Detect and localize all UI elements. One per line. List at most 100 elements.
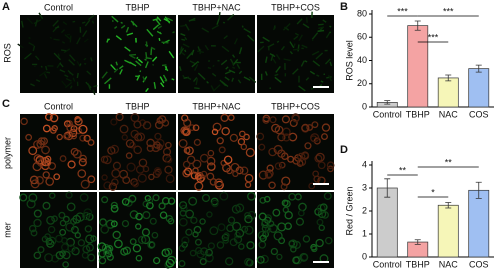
- cell: [149, 217, 157, 225]
- cell: [277, 133, 286, 142]
- fiber: [125, 26, 130, 33]
- cell: [46, 215, 56, 225]
- fiber: [57, 53, 60, 57]
- fiber: [86, 70, 92, 76]
- fiber: [212, 64, 215, 68]
- fiber: [238, 47, 243, 55]
- cell: [45, 177, 55, 186]
- cell: [135, 212, 143, 221]
- fiber: [157, 25, 163, 29]
- cell: [199, 218, 206, 225]
- cell: [148, 173, 155, 181]
- micrograph: [20, 113, 97, 190]
- fiber: [305, 17, 308, 23]
- cell: [70, 132, 78, 140]
- column-label: TBHP+COS: [271, 101, 320, 111]
- bar: [376, 187, 398, 258]
- error-bar: [475, 181, 482, 199]
- fiber: [38, 70, 47, 77]
- fiber: [40, 65, 43, 68]
- cell: [151, 231, 159, 239]
- cell: [165, 214, 174, 223]
- fiber: [225, 66, 229, 70]
- cell: [152, 194, 160, 202]
- fiber: [184, 23, 190, 31]
- cell: [165, 156, 173, 164]
- cell: [211, 128, 219, 136]
- fiber: [180, 33, 186, 37]
- fiber: [193, 76, 198, 82]
- cell: [274, 162, 283, 170]
- micrograph: [256, 113, 335, 191]
- cell: [185, 228, 193, 236]
- cell: [281, 199, 289, 207]
- cell: [130, 113, 140, 123]
- cell: [204, 253, 214, 263]
- fiber: [180, 46, 183, 51]
- cell: [33, 251, 42, 260]
- cell: [239, 166, 249, 175]
- bar: [437, 77, 459, 108]
- fiber: [54, 26, 60, 29]
- cell: [193, 225, 202, 234]
- cell: [264, 226, 272, 233]
- fiber: [120, 21, 123, 24]
- cell: [153, 257, 161, 265]
- row-label: polymer: [2, 137, 12, 169]
- fiber: [274, 73, 279, 77]
- cell: [194, 172, 202, 180]
- fiber: [150, 48, 153, 56]
- cell: [44, 155, 52, 163]
- fiber: [210, 85, 215, 91]
- cell: [87, 175, 96, 184]
- fiber: [130, 20, 138, 28]
- cell: [262, 116, 270, 124]
- fiber: [93, 84, 98, 88]
- cell: [214, 178, 224, 188]
- cell: [284, 210, 293, 220]
- cell: [256, 132, 265, 141]
- fiber: [315, 52, 324, 60]
- fiber: [224, 76, 230, 81]
- fiber: [65, 77, 72, 82]
- cell: [85, 243, 94, 252]
- column-label: Control: [44, 2, 73, 12]
- cell: [156, 117, 164, 124]
- cell: [34, 156, 44, 166]
- fiber: [156, 30, 162, 35]
- cell: [159, 211, 168, 219]
- fiber: [137, 58, 143, 64]
- fiber: [243, 76, 251, 81]
- cell: [207, 149, 215, 157]
- cell: [223, 155, 233, 165]
- fiber: [272, 26, 277, 31]
- cell: [87, 139, 95, 146]
- fiber: [276, 40, 280, 43]
- fiber: [17, 43, 24, 49]
- cell: [33, 218, 42, 228]
- cell: [298, 209, 305, 217]
- cell: [206, 211, 213, 218]
- fiber: [248, 76, 257, 83]
- fiber: [311, 32, 319, 40]
- cell: [199, 258, 207, 266]
- cell: [101, 174, 108, 181]
- fiber: [194, 87, 200, 90]
- cell: [318, 224, 325, 232]
- cell: [79, 193, 89, 202]
- micrograph-bg: [99, 15, 176, 93]
- fiber: [26, 17, 34, 25]
- cell: [165, 141, 172, 149]
- x-tick-label: COS: [469, 109, 489, 119]
- cell: [136, 132, 146, 142]
- cell: [37, 137, 46, 146]
- fiber: [84, 19, 91, 27]
- cell: [67, 244, 76, 253]
- fiber: [53, 38, 60, 41]
- fiber: [45, 65, 48, 71]
- fiber: [142, 76, 148, 83]
- panel-label: C: [2, 98, 10, 110]
- cell: [290, 246, 297, 253]
- fiber: [119, 68, 123, 75]
- fiber: [160, 82, 165, 88]
